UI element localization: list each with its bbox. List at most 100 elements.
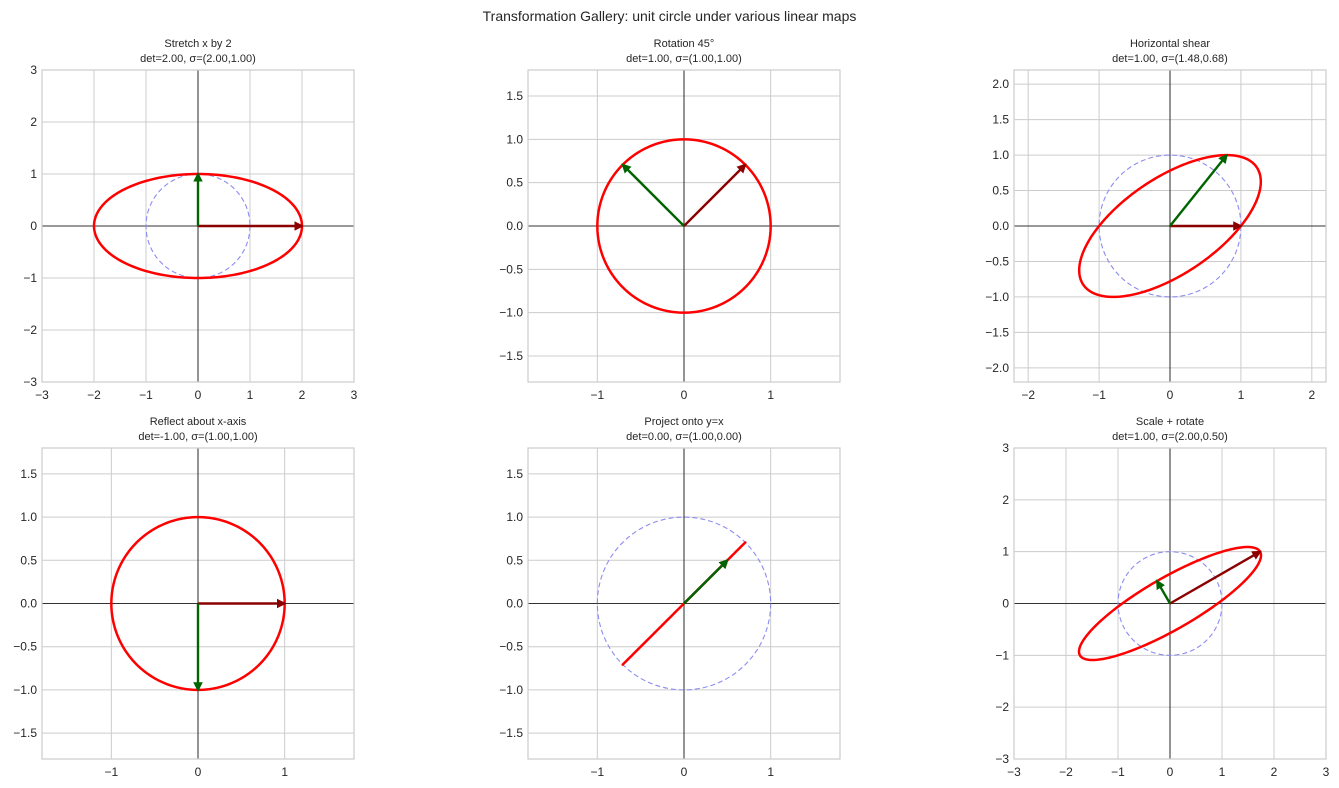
svg-text:−0.5: −0.5 [499,262,523,276]
axes-frame [527,447,841,760]
svg-text:−1.0: −1.0 [985,290,1009,304]
svg-text:−1.0: −1.0 [13,683,37,697]
axes-frame [41,69,355,383]
svg-text:0: 0 [681,765,688,779]
svg-text:0.5: 0.5 [992,184,1009,198]
svg-text:−2: −2 [87,388,101,402]
unit-circle [596,516,772,691]
y-tick-labels: −3 −2 −1 0 1 2 3 [995,441,1009,766]
svg-text:0: 0 [30,219,37,233]
svg-text:−0.5: −0.5 [13,640,37,654]
transformed-unit-circle [621,541,747,666]
y-tick-labels: −1.5 −1.0 −0.5 0.0 0.5 1.0 1.5 [13,467,37,740]
svg-text:2: 2 [1002,493,1009,507]
x-tick-labels: −1 0 1 [590,765,774,779]
svg-text:0: 0 [195,765,202,779]
e2-image-arrow [621,163,685,227]
svg-text:−1.5: −1.5 [985,325,1009,339]
svg-text:−2: −2 [995,700,1009,714]
svg-text:1.0: 1.0 [992,148,1009,162]
svg-text:−3: −3 [1007,765,1021,779]
subplot-title: Stretch x by 2 [164,38,231,50]
svg-text:1.0: 1.0 [20,510,37,524]
svg-text:0.0: 0.0 [20,597,37,611]
svg-text:3: 3 [30,63,37,77]
subplot-title: Rotation 45° [654,38,715,50]
svg-text:0.0: 0.0 [506,219,523,233]
svg-text:2: 2 [30,115,37,129]
svg-text:1: 1 [1238,388,1245,402]
svg-text:2: 2 [1271,765,1278,779]
svg-text:2.0: 2.0 [992,77,1009,91]
svg-text:0.0: 0.0 [506,597,523,611]
svg-text:−1.5: −1.5 [499,726,523,740]
svg-text:1: 1 [1219,765,1226,779]
svg-text:−2: −2 [1021,388,1035,402]
svg-text:0.5: 0.5 [20,553,37,567]
svg-text:1: 1 [767,765,774,779]
e2-image-arrow [1169,153,1228,227]
svg-text:3: 3 [1002,441,1009,455]
svg-text:1: 1 [1002,545,1009,559]
subplot-6: −3 −2 −1 0 1 2 3 −3 −2 −1 0 1 2 3 Scale + rotate det=1.… [995,416,1329,779]
subplot-title: Horizontal shear [1130,38,1210,50]
svg-text:−1: −1 [104,765,118,779]
e1-image-arrow [1169,550,1262,605]
transformed-unit-circle [596,138,772,314]
subplot-5: −1 0 1 −1.5 −1.0 −0.5 0.0 0.5 1.0 1.5 Project onto… [499,416,841,779]
subplot-subtitle: det=1.00, σ=(1.00,1.00) [626,53,742,65]
axes-frame [41,447,355,760]
svg-text:1: 1 [767,388,774,402]
subplot-title: Reflect about x-axis [150,416,247,428]
e2-image-arrow [1155,579,1172,605]
svg-text:1.5: 1.5 [506,467,523,481]
subplot-title: Scale + rotate [1136,416,1204,428]
x-tick-labels: −1 0 1 [104,765,288,779]
y-tick-labels: −1.5 −1.0 −0.5 0.0 0.5 1.0 1.5 [499,89,523,363]
svg-text:−0.5: −0.5 [499,640,523,654]
svg-text:0: 0 [1167,765,1174,779]
svg-text:−1: −1 [590,388,604,402]
svg-text:−1: −1 [1092,388,1106,402]
subplot-subtitle: det=0.00, σ=(1.00,0.00) [626,431,742,443]
axes-frame [527,69,841,383]
subplot-1: −3 −2 −1 0 1 2 3 −3 −2 −1 0 1 2 3 Stretch x by 2 det=2.… [23,38,357,402]
svg-text:−3: −3 [995,752,1009,766]
axes-frame [1013,69,1327,383]
svg-text:−2: −2 [1059,765,1073,779]
subplot-4: −1 0 1 −1.5 −1.0 −0.5 0.0 0.5 1.0 1.5 Reflect abou… [13,416,355,779]
unit-circle [1117,551,1223,656]
svg-text:1.0: 1.0 [506,510,523,524]
transformed-unit-circle [1077,153,1263,299]
svg-text:3: 3 [1323,765,1330,779]
transformed-unit-circle [92,172,304,280]
svg-text:2: 2 [299,388,306,402]
svg-text:0: 0 [1002,597,1009,611]
svg-text:−0.5: −0.5 [985,254,1009,268]
svg-text:1: 1 [247,388,254,402]
svg-text:1: 1 [281,765,288,779]
subplot-subtitle: det=-1.00, σ=(1.00,1.00) [138,431,257,443]
svg-text:3: 3 [351,388,358,402]
svg-text:0.0: 0.0 [992,219,1009,233]
subplot-subtitle: det=2.00, σ=(2.00,1.00) [140,53,256,65]
transformed-unit-circle [1077,545,1263,662]
svg-text:−1: −1 [23,271,37,285]
svg-text:0.5: 0.5 [506,176,523,190]
svg-text:−1.0: −1.0 [499,683,523,697]
svg-text:−1: −1 [995,648,1009,662]
svg-text:−1.5: −1.5 [13,726,37,740]
x-tick-labels: −3 −2 −1 0 1 2 3 [1007,765,1330,779]
x-tick-labels: −2 −1 0 1 2 [1021,388,1315,402]
svg-text:0: 0 [195,388,202,402]
svg-text:1: 1 [30,167,37,181]
svg-text:0.5: 0.5 [506,553,523,567]
svg-text:−1: −1 [139,388,153,402]
subplot-subtitle: det=1.00, σ=(1.48,0.68) [1112,53,1228,65]
figure-suptitle: Transformation Gallery: unit circle unde… [482,8,857,24]
svg-text:−3: −3 [23,375,37,389]
svg-text:−1.0: −1.0 [499,306,523,320]
subplot-2: −1 0 1 −1.5 −1.0 −0.5 0.0 0.5 1.0 1.5 Rotation 45°… [499,38,841,402]
svg-text:2: 2 [1308,388,1315,402]
